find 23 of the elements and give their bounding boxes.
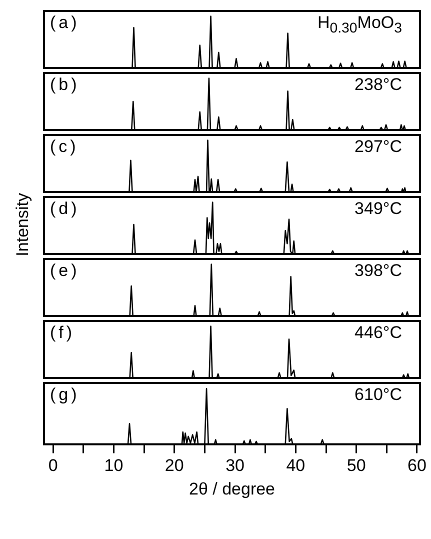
x-tick-label: 0 <box>48 456 58 476</box>
annotation: 398°C <box>354 261 402 281</box>
x-tick-label: 60 <box>408 456 426 476</box>
y-axis-title: Intensity <box>13 193 33 257</box>
annotation: 446°C <box>354 323 402 343</box>
x-axis-title: 2θ / degree <box>188 479 276 498</box>
x-tick-label: 50 <box>346 456 366 476</box>
annotation: (g) <box>50 385 80 405</box>
annotation: 238°C <box>354 75 402 95</box>
x-tick-label: 10 <box>104 456 124 476</box>
annotation: H$_{0.30}$MoO$_{3}$ <box>317 13 402 36</box>
annotation: (b) <box>50 75 80 95</box>
x-tick-label: 30 <box>226 456 244 476</box>
x-tick-label: 40 <box>286 456 306 476</box>
annotation: (c) <box>50 137 79 157</box>
x-tick-label: 20 <box>164 456 184 476</box>
annotation: 610°C <box>354 385 402 405</box>
annotation: 297°C <box>354 137 402 157</box>
annotation: 349°C <box>354 199 402 219</box>
annotation: (f) <box>50 323 76 343</box>
annotation: (d) <box>50 199 80 219</box>
annotation: (a) <box>50 13 80 33</box>
annotation: (e) <box>50 261 80 281</box>
